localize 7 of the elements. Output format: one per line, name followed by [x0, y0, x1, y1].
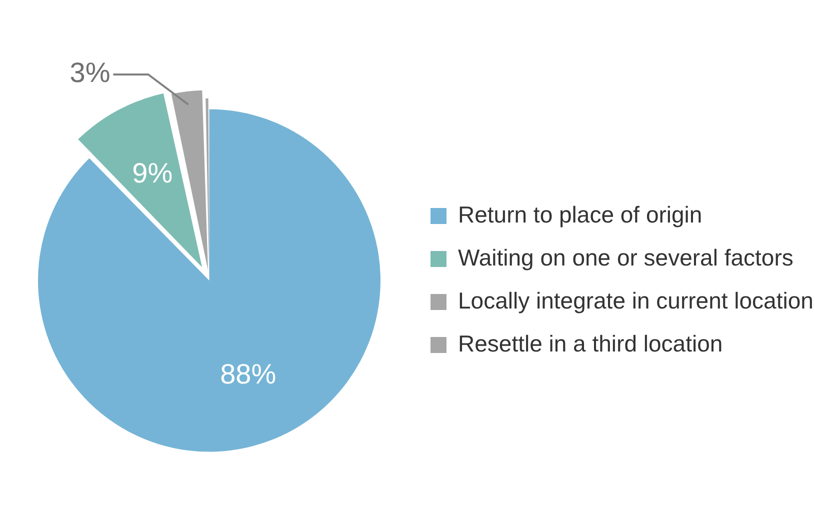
legend-label: Resettle in a third location: [458, 330, 723, 356]
data-label: 9%: [132, 158, 173, 189]
data-label: 3%: [70, 57, 110, 88]
legend-label: Return to place of origin: [458, 201, 702, 228]
legend-label: Locally integrate in current location: [458, 287, 814, 314]
legend-label: Waiting on one or several factors: [458, 244, 794, 270]
data-label: 88%: [220, 358, 276, 390]
